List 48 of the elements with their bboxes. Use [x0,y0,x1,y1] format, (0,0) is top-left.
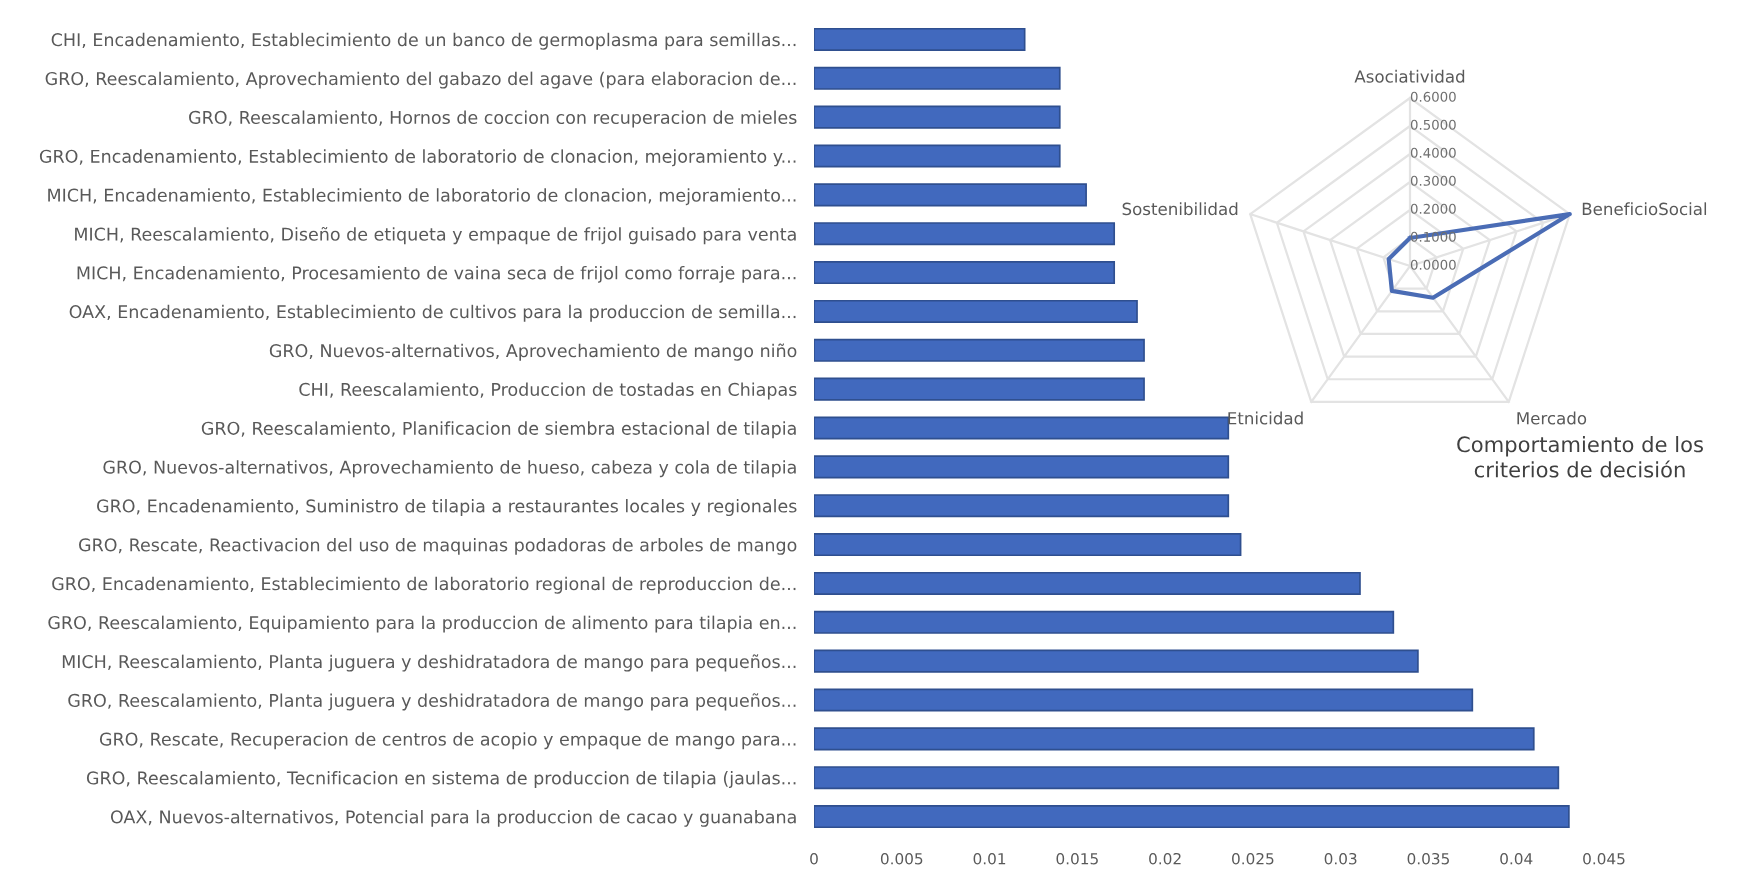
bar [814,416,1230,440]
bar [814,533,1242,557]
y-tick-label: GRO, Reescalamiento, Equipamiento para la produccion de alimento para tilapia en... [48,615,796,633]
y-tick-label: MICH, Encadenamiento, Procesamiento de vaina seca de frijol como forraje para... [77,265,796,283]
y-tick-label: GRO, Nuevos-alternativos, Aprovechamiento de hueso, cabeza y cola de tilapia [103,460,796,478]
spoke-label: Mercado [1517,411,1587,425]
bar [814,338,1145,362]
y-tick-label: MICH, Reescalamiento, Planta juguera y deshidratadora de mango para pequeños... [62,654,796,672]
bar [814,377,1145,401]
y-tick-label: GRO, Rescate, Recuperacion de centros de acopio y empaque de mango para... [99,732,796,750]
bar [814,494,1230,518]
bar [814,299,1138,323]
y-tick-label: GRO, Reescalamiento, Aprovechamiento del gabazo del agave (para elaboracion de... [45,71,796,89]
y-tick-label: GRO, Reescalamiento, Hornos de coccion con recuperacion de mieles [189,110,797,128]
text: Comportamiento de los criterios de decisión [1457,436,1703,478]
spoke-label: Asociatividad [1354,69,1465,83]
bar [814,727,1535,751]
bar [814,766,1560,790]
bar [814,688,1474,712]
bar [814,27,1026,51]
y-tick-label: MICH, Reescalamiento, Diseño de etiqueta y empaque de frijol guisado para venta [75,226,796,245]
bar [814,261,1116,285]
bar [814,183,1087,207]
bar [814,222,1116,246]
y-tick-label: GRO, Encadenamiento, Suministro de tilapia a restaurantes locales y regionales [97,499,797,516]
y-tick-label: CHI, Reescalamiento, Produccion de tostadas en Chiapas [299,382,797,400]
y-tick-label: GRO, Reescalamiento, Tecnificacion en sistema de produccion de tilapia (jaulas... [86,771,796,788]
spoke-label: Etnicidad [1228,411,1303,425]
bar [814,105,1061,129]
y-tick-label: CHI, Encadenamiento, Establecimiento de un banco de germoplasma para semillas... [51,32,796,50]
y-tick-label: OAX, Encadenamiento, Establecimiento de cultivos para la produccion de semilla... [69,304,796,322]
y-tick-label: GRO, Rescate, Reactivacion del uso de maquinas podadoras de arboles de mango [79,537,797,555]
y-tick-label: MICH, Encadenamiento, Establecimiento de laboratorio de clonacion, mejoramiento... [48,188,796,206]
y-tick-label: GRO, Reescalamiento, Planificacion de siembra estacional de tilapia [201,421,796,439]
spoke-label: BeneficioSocial [1582,202,1707,216]
bar [814,455,1230,479]
bar [814,571,1361,595]
y-tick-label: GRO, Encadenamiento, Establecimiento de laboratorio regional de reproduccion de... [52,576,796,594]
y-tick-label: GRO, Nuevos-alternativos, Aprovechamiento de mango niño [269,343,797,361]
bar [814,610,1395,634]
y-tick-label: GRO, Encadenamiento, Establecimiento de laboratorio de clonacion, mejoramiento y... [39,149,796,167]
bar [814,66,1061,90]
bar [814,805,1570,829]
y-tick-label: OAX, Nuevos-alternativos, Potencial para la produccion de cacao y guanabana [110,809,796,827]
bar [814,649,1419,673]
spoke-label: Sostenibilidad [1122,202,1238,216]
y-tick-label: GRO, Reescalamiento, Planta juguera y deshidratadora de mango para pequeños... [68,693,796,711]
bar [814,144,1061,168]
